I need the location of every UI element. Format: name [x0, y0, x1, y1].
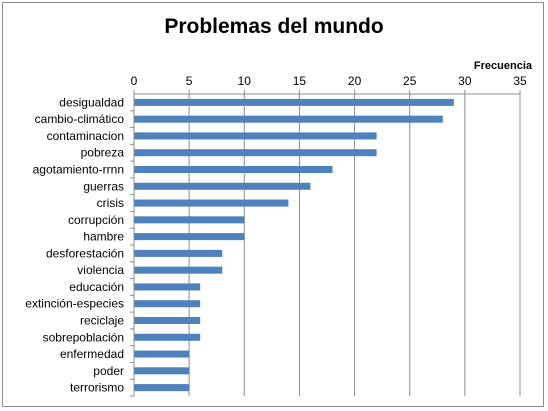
category-label: crisis [97, 196, 124, 210]
bar-9 [134, 249, 223, 257]
x-axis-title: Frecuencia [474, 60, 533, 72]
x-tick-label: 15 [293, 74, 307, 88]
category-label: cambio-climático [35, 112, 125, 126]
category-label: poder [93, 364, 124, 378]
category-label: pobreza [81, 146, 125, 160]
labels: 0 5 10 15 20 25 30 35 Frecuencia desigualdad cambi… [25, 60, 533, 395]
bar-8 [134, 233, 245, 241]
bar-12 [134, 300, 201, 308]
bar-0 [134, 98, 454, 106]
x-tick-label: 5 [186, 74, 193, 88]
category-label: corrupción [68, 213, 124, 227]
bar-13 [134, 316, 201, 325]
category-label: sobrepoblación [43, 330, 124, 344]
bar-4 [134, 165, 333, 174]
category-label: reciclaje [80, 314, 124, 328]
category-label: contaminacion [47, 129, 124, 143]
category-label: hambre [83, 230, 124, 244]
bar-10 [134, 266, 223, 274]
bar-3 [134, 149, 377, 157]
category-label: desigualdad [59, 95, 124, 109]
bar-6 [134, 199, 289, 207]
bars [134, 98, 454, 392]
category-label: enfermedad [60, 347, 124, 361]
category-label: violencia [77, 263, 124, 277]
category-label: extinción-especies [25, 297, 124, 311]
bar-16 [134, 367, 190, 375]
chart-frame: Problemas del mundo 0 5 10 15 20 25 30 35 Frecue… [2, 2, 544, 407]
bar-5 [134, 182, 311, 190]
x-tick-label: 35 [513, 74, 527, 88]
x-tick-label: 25 [403, 74, 417, 88]
x-tick-label: 20 [348, 74, 362, 88]
category-label: educación [69, 280, 124, 294]
bar-11 [134, 283, 201, 291]
bar-chart: 0 5 10 15 20 25 30 35 Frecuencia desigualdad cambi… [25, 60, 533, 397]
chart-title: Problemas del mundo [164, 15, 384, 38]
category-label: desforestación [46, 246, 124, 260]
x-tick-label: 10 [238, 74, 252, 88]
bar-2 [134, 132, 377, 140]
bar-14 [134, 333, 201, 341]
category-label: guerras [83, 179, 124, 193]
axes [130, 90, 521, 397]
x-tick-label: 30 [458, 74, 472, 88]
x-tick-label: 0 [131, 74, 138, 88]
bar-1 [134, 115, 443, 123]
bar-15 [134, 350, 190, 358]
grid-lines [188, 94, 521, 396]
bar-7 [134, 216, 245, 224]
category-label: terrorismo [70, 381, 124, 395]
bar-17 [134, 384, 190, 392]
category-label: agotamiento-rrnn [33, 163, 124, 177]
